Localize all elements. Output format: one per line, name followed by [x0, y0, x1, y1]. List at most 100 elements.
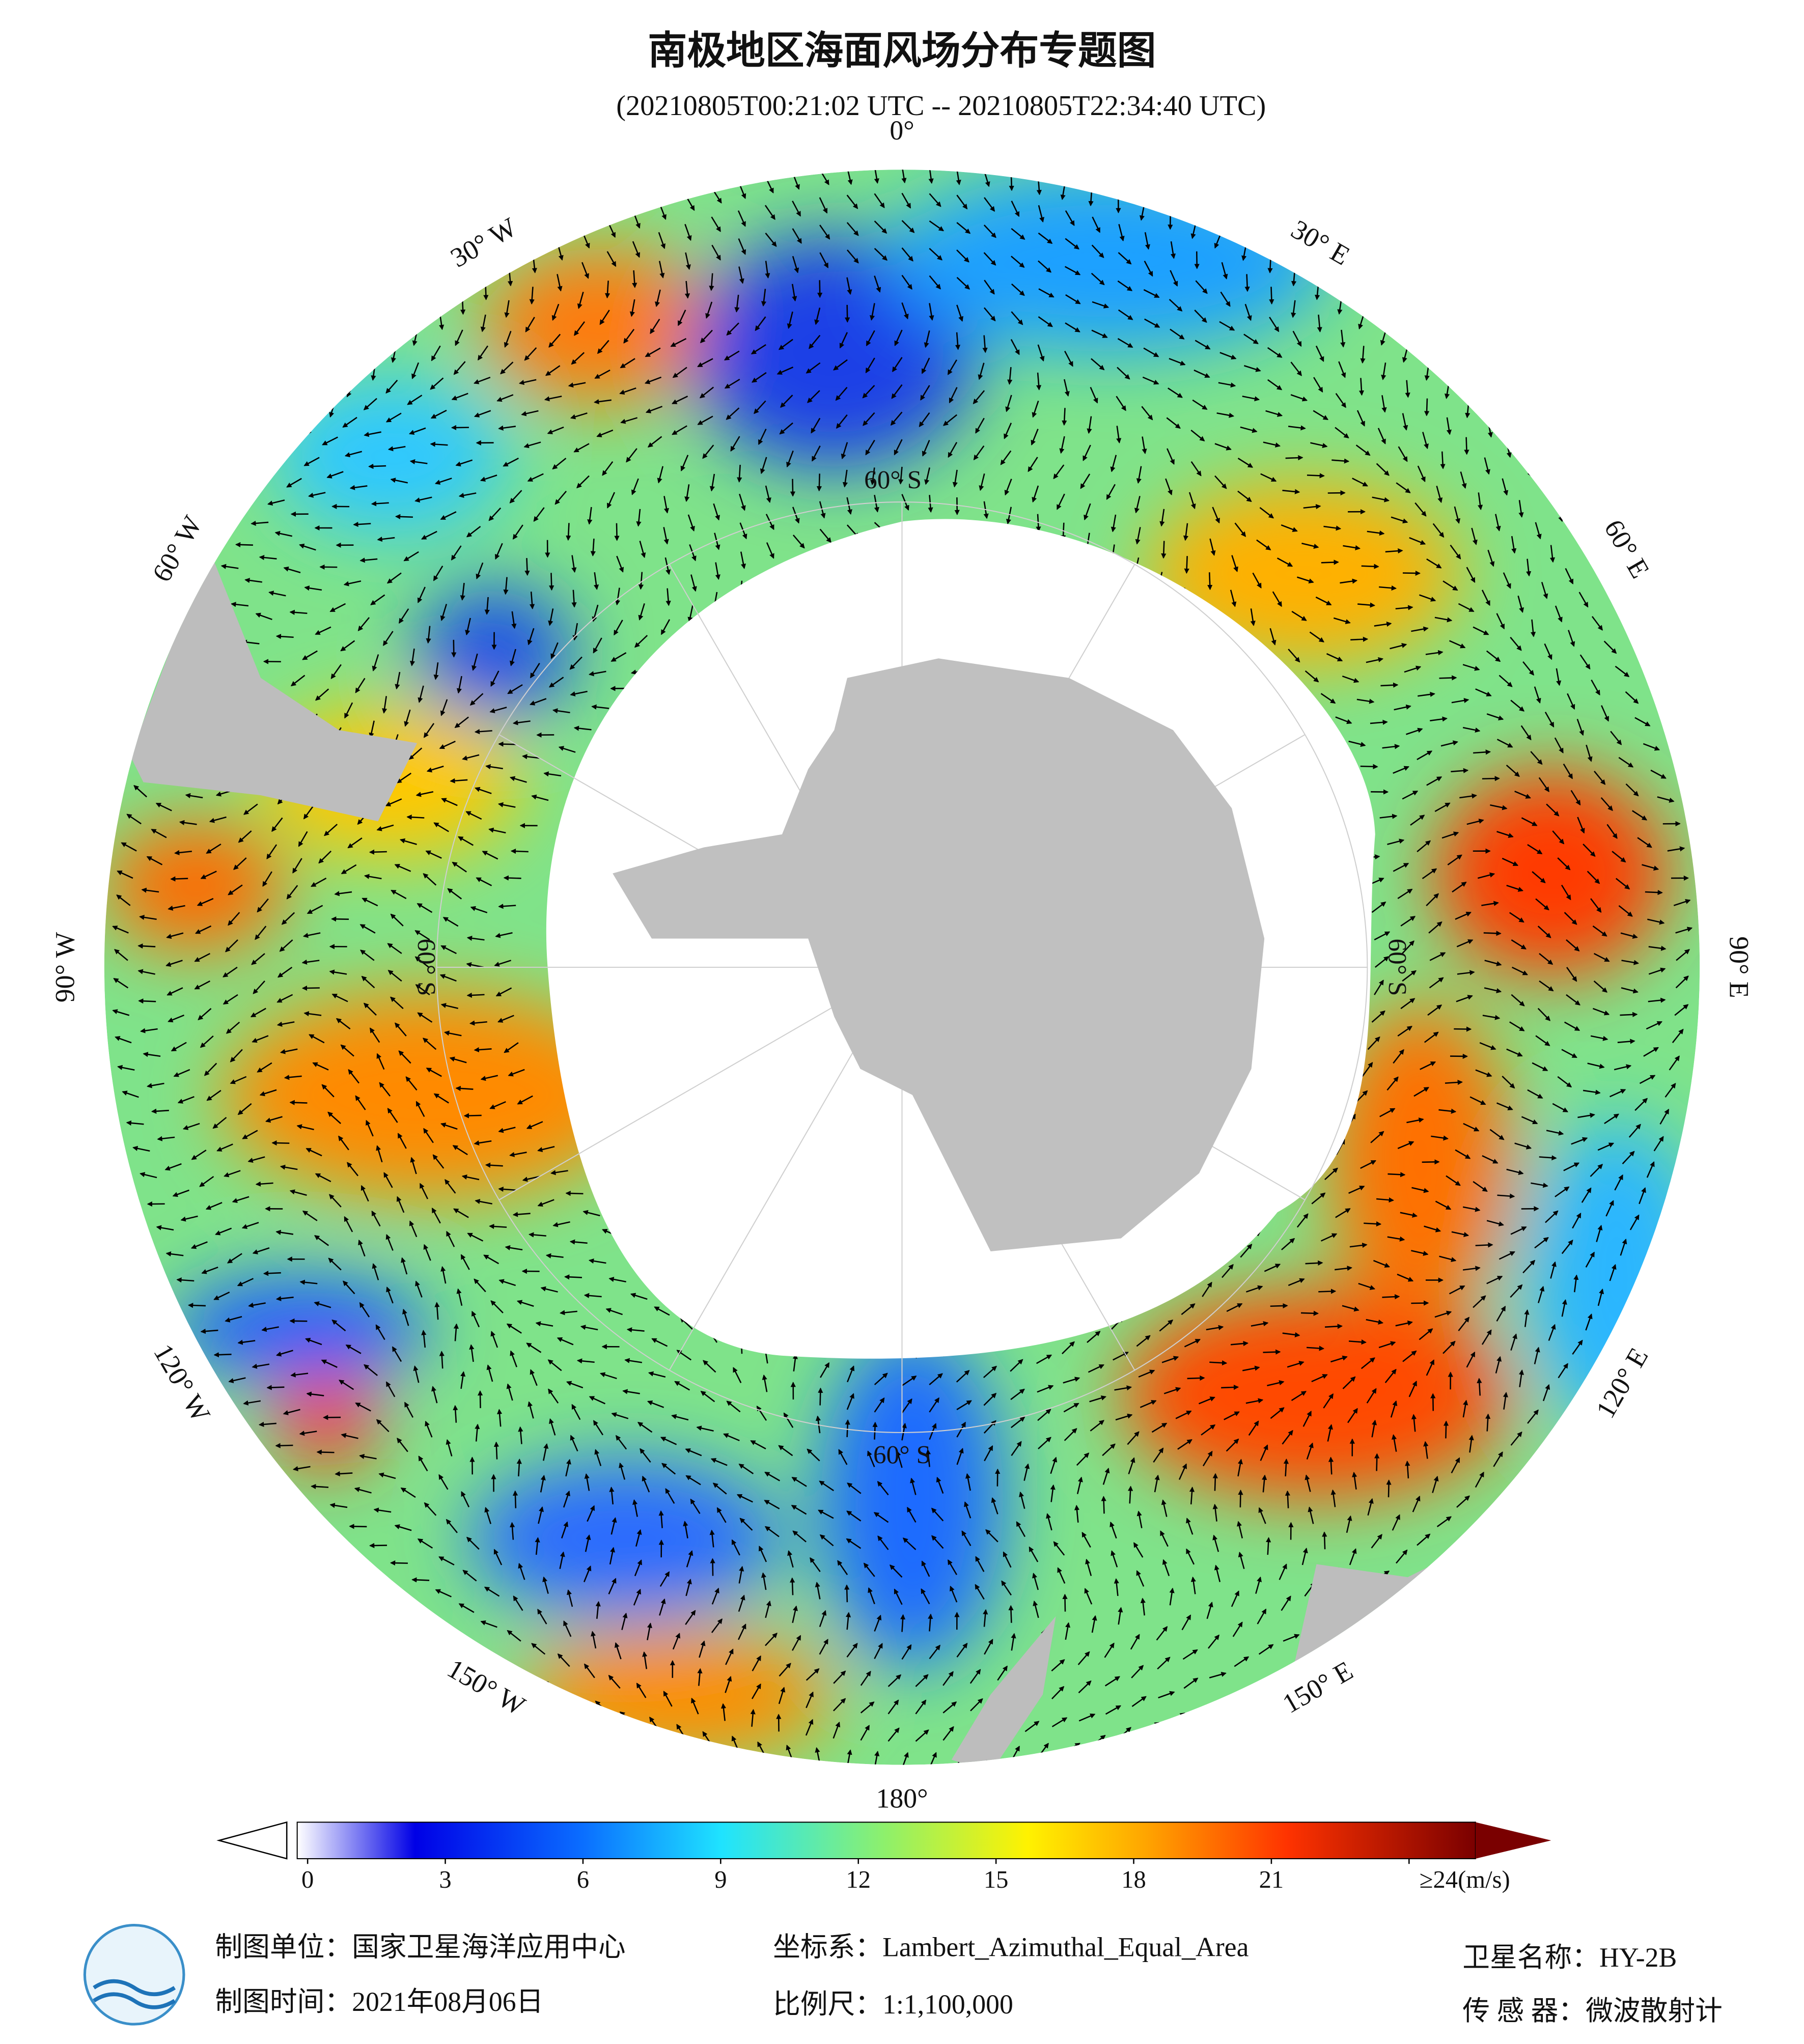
wind-arrow	[819, 1534, 834, 1547]
wind-arrow	[1114, 1385, 1132, 1391]
wind-arrow	[379, 1082, 391, 1097]
wind-arrow	[1349, 1242, 1368, 1248]
wind-arrow	[506, 1323, 522, 1334]
wind-arrow	[756, 1405, 767, 1421]
wind-arrow	[1696, 852, 1700, 859]
wind-arrow	[1201, 1424, 1216, 1436]
wind-arrow	[461, 1174, 480, 1181]
wind-arrow	[504, 1042, 519, 1053]
wind-arrow	[1506, 1484, 1521, 1495]
wind-arrow	[516, 1300, 534, 1307]
wind-arrow	[569, 656, 582, 670]
wind-arrow	[589, 670, 606, 677]
wind-arrow	[187, 1352, 204, 1361]
wind-arrow	[973, 390, 985, 405]
wind-arrow	[700, 1391, 715, 1403]
wind-arrow	[949, 387, 958, 404]
wind-arrow	[841, 442, 848, 460]
wind-arrow	[589, 1396, 606, 1405]
wind-arrow	[1209, 538, 1216, 556]
wind-arrow	[1326, 653, 1343, 662]
wind-arrow	[1481, 901, 1499, 906]
wind-arrow	[1426, 893, 1439, 907]
wind-arrow	[1424, 1031, 1439, 1043]
wind-arrow	[1037, 1385, 1054, 1393]
wind-arrow	[510, 649, 516, 666]
wind-arrow	[760, 457, 767, 474]
wind-arrow	[605, 1308, 623, 1315]
wind-arrow	[466, 935, 485, 941]
wind-arrow	[1402, 970, 1417, 982]
wind-arrow	[571, 590, 577, 608]
wind-arrow	[660, 619, 671, 635]
wind-arrow	[616, 555, 624, 573]
wind-arrow	[1620, 1012, 1638, 1018]
wind-arrow	[1138, 1369, 1155, 1378]
wind-arrow	[498, 1279, 516, 1286]
wind-arrow	[1011, 1416, 1025, 1429]
wind-arrow	[423, 1616, 440, 1623]
wind-arrow	[765, 514, 774, 530]
wind-arrow	[792, 507, 800, 524]
wind-arrow	[1221, 1384, 1239, 1390]
wind-arrow	[547, 1359, 562, 1371]
wind-arrow	[1305, 1260, 1323, 1266]
wind-arrow	[1134, 496, 1141, 514]
wind-arrow	[446, 1230, 455, 1247]
wind-arrow	[510, 848, 529, 854]
wind-arrow	[1475, 1069, 1492, 1077]
wind-arrow	[1335, 1266, 1352, 1271]
wind-arrow	[1181, 1303, 1196, 1315]
wind-arrow	[1411, 1187, 1429, 1193]
wind-arrow	[1038, 1437, 1051, 1449]
wind-arrow	[550, 1170, 568, 1175]
wind-arrow	[414, 956, 430, 968]
wind-arrow	[545, 1253, 564, 1258]
wind-arrow	[702, 444, 714, 459]
wind-arrow	[1161, 1356, 1179, 1363]
wind-arrow	[1406, 727, 1423, 735]
colorbar-tick-label: 12	[846, 1866, 871, 1893]
wind-arrow	[713, 503, 720, 521]
wind-arrow	[1153, 1447, 1164, 1463]
wind-arrow	[1076, 1476, 1083, 1494]
wind-arrow	[1224, 1411, 1240, 1420]
wind-arrow	[454, 716, 469, 728]
wind-arrow	[910, 1477, 917, 1495]
wind-arrow	[445, 1179, 456, 1194]
wind-arrow	[637, 1421, 653, 1433]
wind-arrow	[1417, 840, 1431, 853]
wind-arrow	[524, 558, 530, 576]
wind-arrow	[1291, 1391, 1307, 1402]
wind-arrow	[452, 1145, 468, 1156]
wind-arrow	[474, 729, 492, 735]
wind-arrow	[680, 455, 689, 471]
wind-arrow	[942, 414, 958, 426]
wind-arrow	[1252, 572, 1262, 589]
wind-arrow	[548, 608, 554, 626]
wind-arrow	[1379, 1108, 1396, 1117]
wind-arrow	[1438, 1108, 1457, 1114]
wind-arrow	[818, 1387, 823, 1406]
wind-arrow	[1301, 543, 1319, 549]
wind-arrow	[186, 574, 204, 580]
wind-arrow	[1402, 570, 1421, 576]
wind-arrow	[494, 960, 512, 967]
wind-arrow	[973, 445, 985, 461]
wind-arrow	[477, 1390, 483, 1408]
wind-arrow	[1335, 1208, 1351, 1218]
wind-arrow	[510, 1350, 518, 1367]
wind-arrow	[615, 1435, 627, 1450]
wind-arrow	[1418, 691, 1435, 697]
wind-arrow	[489, 1223, 507, 1229]
wind-arrow	[1702, 1011, 1714, 1022]
wind-arrow	[867, 1450, 875, 1468]
wind-arrow	[811, 417, 821, 434]
wind-arrow	[497, 802, 516, 808]
wind-arrow	[489, 707, 507, 713]
wind-arrow	[1057, 493, 1065, 510]
wind-arrow	[433, 662, 439, 680]
longitude-label: 30° E	[1286, 214, 1355, 271]
wind-arrow	[816, 473, 822, 492]
wind-arrow	[956, 1400, 972, 1410]
